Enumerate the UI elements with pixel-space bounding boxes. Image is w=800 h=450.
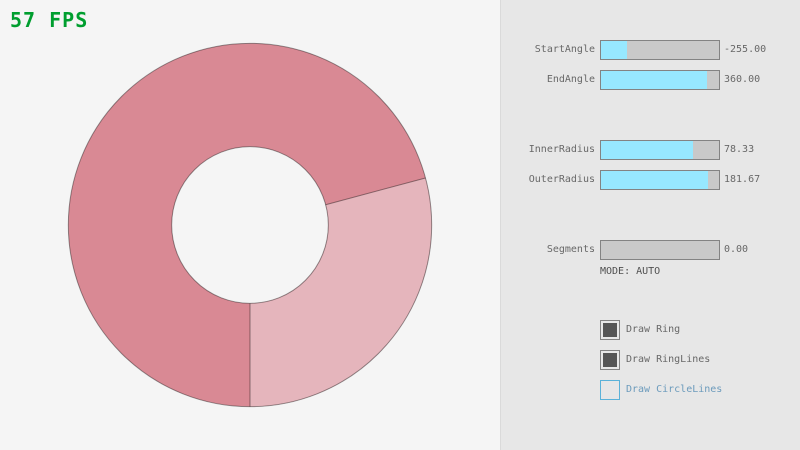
start-angle-slider[interactable]: [600, 40, 720, 60]
slider-row-segments: Segments 0.00: [0, 240, 800, 260]
slider-row-end-angle: EndAngle 360.00: [0, 70, 800, 90]
ring-outer-circle-line: [67, 42, 433, 408]
fps-counter: 57 FPS: [10, 8, 89, 32]
ring-single-sector: [250, 177, 432, 407]
inner-radius-slider[interactable]: [600, 140, 720, 160]
draw-circlelines-label: Draw CircleLines: [626, 384, 723, 395]
inner-radius-label: InnerRadius: [528, 144, 595, 155]
start-angle-slider-fill: [601, 41, 627, 59]
mode-indicator: MODE: AUTO: [600, 266, 661, 277]
draw-ringlines-checkbox[interactable]: [600, 350, 620, 370]
slider-row-start-angle: StartAngle -255.00: [0, 40, 800, 60]
draw-ringlines-label: Draw RingLines: [626, 354, 711, 365]
segments-slider[interactable]: [600, 240, 720, 260]
outer-radius-label: OuterRadius: [528, 174, 595, 185]
ring-start-cap-line: [325, 177, 426, 206]
end-angle-label: EndAngle: [546, 74, 595, 85]
slider-row-inner-radius: InnerRadius 78.33: [0, 140, 800, 160]
outer-radius-slider[interactable]: [600, 170, 720, 190]
inner-radius-slider-fill: [601, 141, 694, 159]
end-angle-slider-fill: [601, 71, 708, 89]
segments-value: 0.00: [724, 244, 749, 255]
segments-label: Segments: [546, 244, 595, 255]
checkmark-icon: [603, 353, 617, 367]
start-angle-value: -255.00: [724, 44, 767, 55]
end-angle-value: 360.00: [724, 74, 761, 85]
start-angle-label: StartAngle: [534, 44, 595, 55]
ring-drawing: [67, 42, 433, 408]
ring-inner-circle-line: [171, 146, 329, 304]
slider-row-outer-radius: OuterRadius 181.67: [0, 170, 800, 190]
draw-ring-label: Draw Ring: [626, 324, 681, 335]
outer-radius-value: 181.67: [724, 174, 761, 185]
draw-ring-checkbox[interactable]: [600, 320, 620, 340]
outer-radius-slider-fill: [601, 171, 709, 189]
checkbox-row-draw-ringlines: Draw RingLines: [0, 350, 800, 370]
checkbox-row-draw-ring: Draw Ring: [0, 320, 800, 340]
checkmark-icon: [603, 323, 617, 337]
checkbox-row-draw-circlelines: Draw CircleLines: [0, 380, 800, 400]
inner-radius-value: 78.33: [724, 144, 755, 155]
end-angle-slider[interactable]: [600, 70, 720, 90]
draw-circlelines-checkbox[interactable]: [600, 380, 620, 400]
